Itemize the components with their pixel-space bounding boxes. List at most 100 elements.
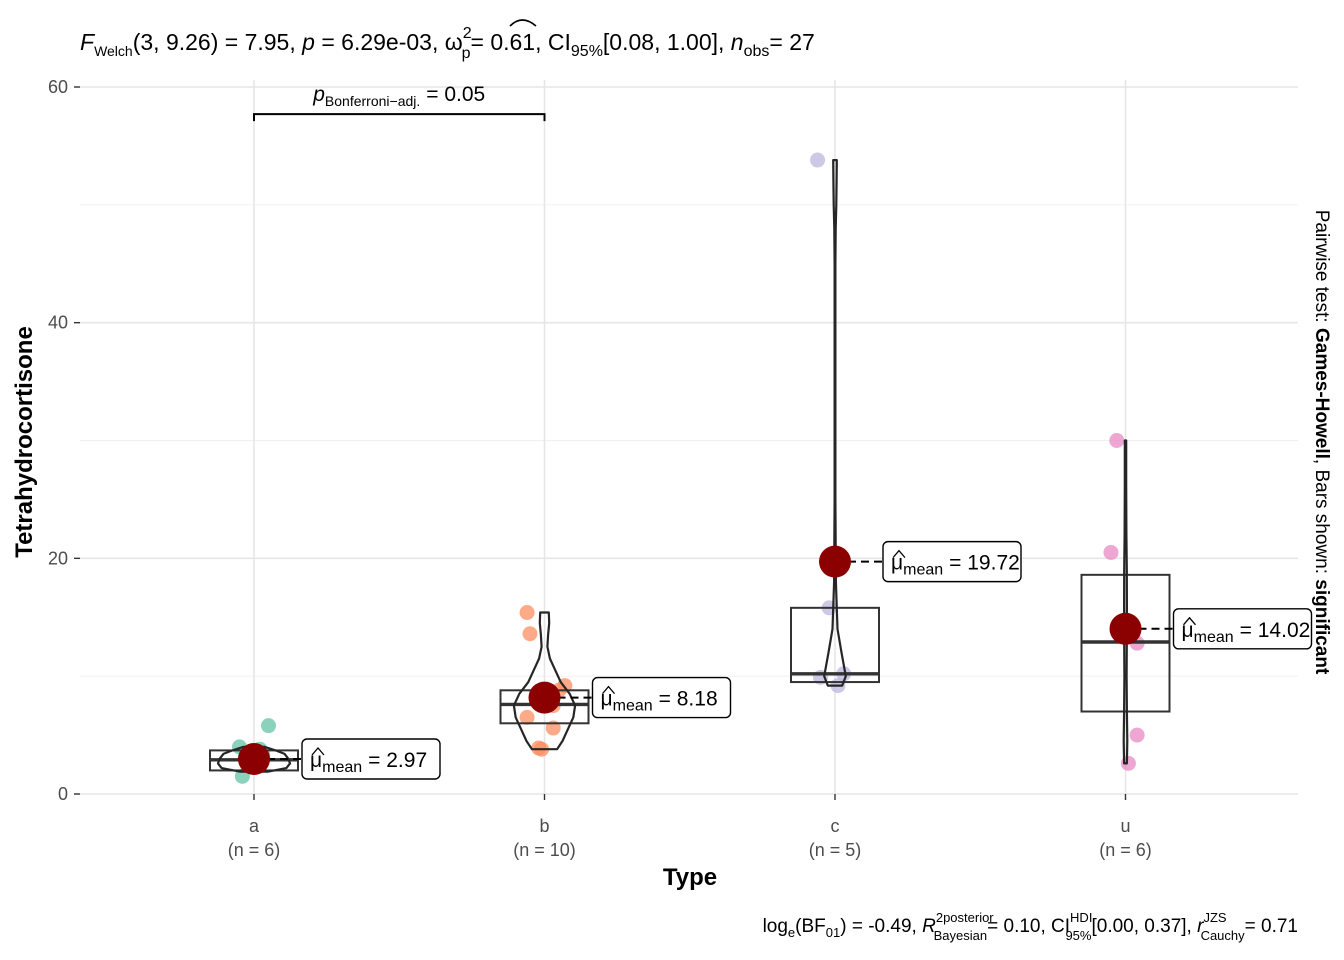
pairwise-brackets: pBonferroni−adj. = 0.05	[253, 83, 546, 122]
mean-label-box	[301, 738, 441, 780]
side-shown: significant	[1311, 579, 1332, 675]
violin	[512, 611, 577, 751]
mean-label-mu: μ	[891, 552, 903, 575]
mean-label-value: 8.18	[677, 688, 718, 711]
side-prefix: Pairwise test:	[1311, 210, 1332, 328]
mean-label-sub: mean	[1194, 629, 1234, 646]
title-n-sub: obs	[744, 43, 770, 60]
mean-point	[1109, 612, 1142, 645]
grid	[80, 80, 1298, 795]
side-test: Games-Howell	[1311, 328, 1332, 459]
caption-r-sub: Bayesian	[934, 928, 987, 943]
x-tick-label: c	[831, 816, 840, 836]
mean-label-text: μmean = 2.97	[310, 749, 427, 776]
title-effsize-hat	[509, 19, 537, 27]
title-stat-sub: Welch	[94, 43, 133, 59]
mean-label-mu: μ	[310, 749, 322, 772]
mean-label-eq: =	[659, 688, 677, 711]
mean-label-value: 19.72	[967, 552, 1020, 575]
caption-r-sup: 2	[936, 910, 943, 925]
title-n-value: = 27	[769, 29, 814, 55]
data-point	[1103, 544, 1119, 560]
box	[790, 606, 880, 684]
data-point	[1109, 433, 1125, 448]
mean-label-sub: mean	[903, 562, 943, 579]
x-tick-n-label: (n = 6)	[228, 840, 281, 860]
caption-rc-label: r	[1197, 916, 1204, 937]
mean-point	[819, 545, 851, 578]
caption-ci-sup: HDI	[1070, 910, 1092, 925]
pairwise-label-value: = 0.05	[426, 83, 485, 106]
caption-rc-sub: Cauchy	[1201, 928, 1246, 943]
y-axis: 0 20 40 60	[48, 77, 80, 804]
caption-prefix-sub: e	[788, 925, 795, 940]
x-tick-n-label: (n = 6)	[1099, 840, 1152, 860]
mean-point	[528, 681, 561, 714]
mean-label-mu: μ	[1182, 619, 1194, 642]
x-axis-title: Type	[663, 864, 717, 891]
caption-r-value: = 0.10,	[987, 916, 1046, 937]
data-point	[519, 605, 535, 621]
violin	[216, 745, 292, 773]
x-tick-label: u	[1120, 816, 1130, 836]
title-ci-sub: 95%	[571, 43, 603, 60]
mean-label-eq: =	[949, 552, 967, 575]
caption-rc-value: = 0.71	[1245, 916, 1298, 937]
x-tick-label: a	[249, 816, 260, 836]
caption-prefix: log	[763, 916, 788, 937]
side-middle: , Bars shown:	[1311, 459, 1332, 579]
title-stat-value: = 7.95,	[225, 29, 296, 55]
violin	[823, 159, 847, 687]
data-point	[1129, 727, 1145, 743]
title-effsize-sub: p	[462, 45, 471, 62]
caption-ci-value: [0.00, 0.37],	[1091, 916, 1191, 937]
title-p-value: = 6.29e-03,	[321, 29, 438, 55]
violin	[1122, 439, 1129, 765]
x-tick-n-label: (n = 10)	[513, 840, 576, 860]
caption-bf-value: ) = -0.49,	[840, 916, 917, 937]
data-point	[519, 709, 535, 725]
caption-rc-sup: JZS	[1203, 910, 1226, 925]
mean-label-value: 2.97	[386, 749, 427, 772]
y-tick-label: 60	[48, 77, 68, 97]
group-c	[790, 152, 883, 694]
x-tick-n-label: (n = 5)	[809, 840, 862, 860]
title-ci-label: CI	[548, 29, 571, 55]
mean-label-b: μmean = 8.18	[591, 676, 732, 719]
title-effsize-value: = 0.61,	[471, 29, 542, 55]
mean-label-text: μmean = 8.18	[601, 688, 718, 715]
side-subtitle: Pairwise test: Games-Howell, Bars shown:…	[1311, 210, 1332, 675]
mean-label-text: μmean = 14.02	[1182, 619, 1311, 646]
mean-label-hat	[1183, 616, 1196, 626]
x-tick-label: b	[539, 816, 549, 836]
caption-ci-label: CI	[1051, 916, 1070, 937]
caption-r-sup2: posterior	[943, 910, 994, 925]
mean-point	[238, 743, 270, 776]
chart-title: FWelch(3, 9.26) = 7.95, p = 6.29e-03, ω2…	[80, 25, 815, 62]
pairwise-label: pBonferroni−adj. = 0.05	[312, 83, 485, 109]
mean-label-hat	[892, 549, 906, 559]
y-tick-label: 40	[48, 313, 68, 333]
mean-label-hat	[311, 747, 325, 756]
data-point	[522, 626, 538, 642]
mean-label-box	[882, 540, 1022, 583]
caption-bf: (BF	[795, 916, 826, 937]
title-ci-value: [0.08, 1.00],	[603, 29, 724, 55]
groups-layer	[209, 152, 1174, 784]
data-point	[531, 740, 547, 756]
mean-label-text: μmean = 19.72	[891, 552, 1020, 579]
y-tick-label: 20	[48, 548, 68, 568]
title-n-label: n	[731, 29, 744, 55]
group-b	[499, 605, 593, 757]
title-df: (3, 9.26)	[133, 29, 219, 55]
y-axis-title: Tetrahydrocortisone	[11, 326, 38, 558]
mean-label-hat	[602, 685, 615, 695]
mean-label-sub: mean	[613, 698, 653, 715]
mean-label-box	[1172, 608, 1313, 650]
mean-label-sub: mean	[322, 759, 362, 776]
mean-label-value: 14.02	[1258, 619, 1311, 642]
title-effsize-label: ω	[445, 29, 463, 55]
caption-r-label: R	[922, 916, 936, 937]
caption-bf-sub: 01	[826, 925, 840, 940]
